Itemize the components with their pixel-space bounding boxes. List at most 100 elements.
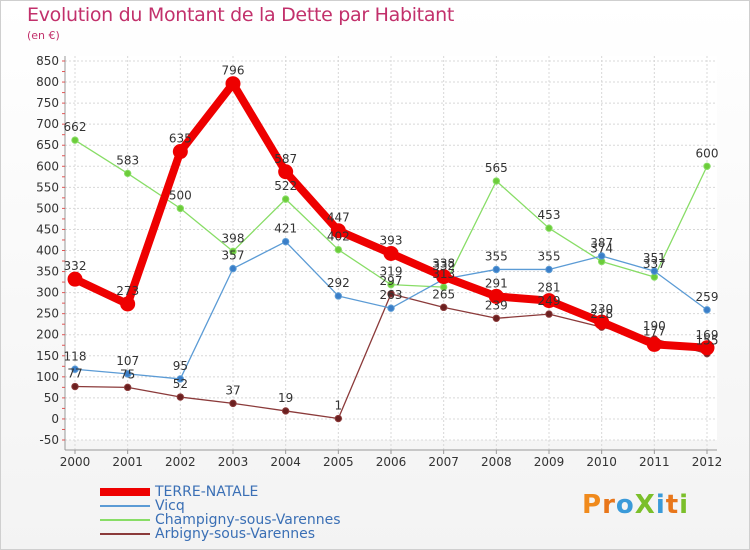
data-label: 52 [173, 377, 188, 391]
logo-letter: i [655, 490, 666, 520]
data-label: 453 [538, 208, 561, 222]
x-tick-label: 2005 [323, 455, 354, 469]
y-tick-label: 800 [36, 75, 59, 89]
data-point [703, 306, 711, 314]
data-point [281, 237, 290, 246]
data-point [545, 310, 553, 318]
legend-item: TERRE-NATALE [100, 484, 360, 500]
data-point [176, 375, 185, 383]
data-point [225, 76, 241, 92]
chart-subtitle: (en €) [27, 29, 60, 42]
data-label: 332 [64, 259, 87, 273]
data-label: 313 [432, 267, 455, 281]
x-tick-label: 2003 [218, 455, 249, 469]
data-label: 95 [173, 359, 188, 373]
y-tick-label: 50 [44, 391, 59, 405]
data-label: 337 [643, 257, 666, 271]
y-tick-label: 250 [36, 307, 59, 321]
data-point [71, 136, 79, 144]
data-label: 374 [590, 241, 613, 255]
data-label: 77 [67, 367, 82, 381]
data-point [699, 340, 715, 356]
data-point [387, 304, 395, 312]
legend-swatch [100, 519, 150, 521]
data-label: 421 [274, 222, 297, 236]
y-tick-label: 450 [36, 222, 59, 236]
data-label: 292 [327, 276, 350, 290]
data-label: 230 [590, 302, 613, 316]
data-point [334, 292, 343, 300]
data-point [334, 414, 343, 423]
data-label: 635 [169, 132, 192, 146]
data-label: 796 [222, 64, 245, 78]
data-point [597, 252, 606, 260]
data-label: 565 [485, 161, 508, 175]
chart-title: Evolution du Montant de la Dette par Hab… [27, 4, 455, 26]
data-label: 265 [432, 287, 455, 301]
legend-label: Vicq [155, 498, 185, 514]
data-label: 583 [116, 153, 139, 167]
x-tick-label: 2010 [586, 455, 617, 469]
data-point [229, 264, 237, 273]
data-point [541, 293, 557, 309]
data-label: 351 [643, 251, 666, 265]
y-tick-label: 400 [36, 244, 59, 258]
data-label: 387 [590, 236, 613, 250]
y-tick-label: 300 [36, 286, 59, 300]
data-label: 273 [116, 284, 139, 298]
data-point [229, 399, 237, 408]
y-tick-label: 600 [36, 159, 59, 173]
x-tick-label: 2012 [692, 455, 723, 469]
y-tick-label: -50 [39, 433, 59, 447]
y-tick-label: 0 [51, 412, 59, 426]
proxiti-logo: ProXiti [582, 490, 689, 520]
x-tick-label: 2001 [112, 455, 143, 469]
data-label: 357 [222, 249, 245, 263]
data-point [545, 224, 553, 232]
data-label: 398 [222, 231, 245, 245]
y-tick-label: 750 [36, 96, 59, 110]
data-label: 338 [432, 257, 455, 271]
logo-letter: o [615, 490, 635, 520]
data-label: 355 [538, 249, 561, 263]
data-label: 155 [696, 334, 719, 348]
data-point [703, 162, 711, 170]
data-label: 37 [225, 383, 240, 397]
data-label: 218 [590, 307, 613, 321]
data-label: 239 [485, 298, 508, 312]
data-point [176, 204, 185, 213]
data-label: 259 [696, 290, 719, 304]
x-tick-label: 2008 [481, 455, 512, 469]
data-point [71, 365, 79, 373]
data-point [383, 245, 399, 261]
y-tick-label: 200 [36, 328, 59, 342]
y-tick-label: 700 [36, 117, 59, 131]
legend-item: Champigny-sous-Varennes [100, 512, 360, 528]
x-tick-label: 2011 [639, 455, 670, 469]
logo-letter: r [602, 490, 616, 520]
data-point [278, 164, 294, 180]
data-label: 75 [120, 367, 135, 381]
logo-letter: t [665, 490, 680, 520]
legend-label: TERRE-NATALE [155, 484, 259, 500]
data-point [492, 265, 501, 274]
data-label: 249 [538, 294, 561, 308]
data-label: 355 [485, 249, 508, 263]
data-label: 447 [327, 211, 350, 225]
data-point [387, 280, 395, 289]
x-tick-label: 2002 [165, 455, 196, 469]
legend-swatch [100, 488, 150, 496]
data-point [334, 245, 343, 254]
data-point [330, 223, 346, 239]
legend-item: Arbigny-sous-Varennes [100, 526, 360, 542]
legend-label: Champigny-sous-Varennes [155, 512, 341, 528]
data-point [71, 382, 79, 391]
y-tick-label: 550 [36, 180, 59, 194]
y-tick-label: 150 [36, 349, 59, 363]
data-label: 332 [432, 259, 455, 273]
logo-letter: P [582, 490, 603, 520]
data-label: 297 [380, 274, 403, 288]
x-tick-label: 2004 [270, 455, 301, 469]
data-point [439, 303, 448, 312]
data-point [594, 314, 610, 330]
